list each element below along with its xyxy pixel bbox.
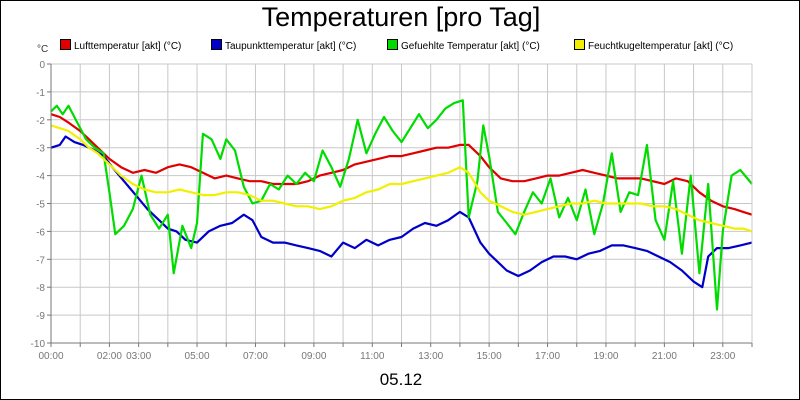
x-tick-label: 17:00 (535, 351, 560, 362)
y-tick-label: -6 (36, 227, 45, 238)
legend-swatch-yellow (574, 39, 585, 50)
y-tick-label: -10 (31, 339, 46, 350)
x-tick-label: 05:00 (185, 351, 210, 362)
chart-title: Temperaturen [pro Tag] (261, 2, 541, 32)
y-tick-label: -7 (36, 255, 45, 266)
series-line-1 (50, 135, 753, 289)
y-tick-label: 0 (39, 60, 45, 71)
legend-swatch-green (387, 39, 398, 50)
y-tick-label: -4 (36, 172, 45, 183)
x-tick-label: 19:00 (593, 351, 618, 362)
x-tick-label: 13:00 (418, 351, 443, 362)
y-tick-label: -1 (36, 88, 45, 99)
x-tick-label: 11:00 (360, 351, 385, 362)
x-tick-label: 02:00 (97, 351, 122, 362)
x-tick-label: 21:00 (652, 351, 677, 362)
legend-swatch-red (60, 39, 71, 50)
legend-label: Feuchtkugeltemperatur [akt] (°C) (588, 41, 734, 52)
series-line-0 (50, 113, 753, 216)
legend-item-gefuehlte-temperatur[interactable]: Gefuehlte Temperatur [akt] (°C) (387, 39, 540, 52)
legend-item-taupunkttemperatur[interactable]: Taupunkttemperatur [akt] (°C) (211, 39, 356, 52)
y-axis-unit: °C (37, 44, 49, 55)
x-tick-label: 00:00 (38, 351, 63, 362)
legend-item-lufttemperatur[interactable]: Lufttemperatur [akt] (°C) (60, 39, 181, 52)
date-label: 05.12 (379, 370, 423, 389)
x-tick-label: 03:00 (126, 351, 151, 362)
y-tick-label: -8 (36, 283, 45, 294)
legend-label: Lufttemperatur [akt] (°C) (74, 41, 182, 52)
x-tick-label: 07:00 (243, 351, 268, 362)
series-line-3 (50, 124, 753, 233)
y-tick-label: -5 (36, 200, 45, 211)
x-tick-label: 23:00 (710, 351, 735, 362)
x-tick-label: 09:00 (301, 351, 326, 362)
y-tick-label: -2 (36, 116, 45, 127)
series-line-2 (50, 99, 753, 311)
legend-label: Taupunkttemperatur [akt] (°C) (225, 41, 357, 52)
y-tick-label: -9 (36, 311, 45, 322)
x-tick-label: 15:00 (477, 351, 502, 362)
y-tick-label: -3 (36, 144, 45, 155)
legend-label: Gefuehlte Temperatur [akt] (°C) (401, 41, 540, 52)
legend-item-feuchtkugeltemperatur[interactable]: Feuchtkugeltemperatur [akt] (°C) (574, 39, 733, 52)
legend-swatch-blue (211, 39, 222, 50)
